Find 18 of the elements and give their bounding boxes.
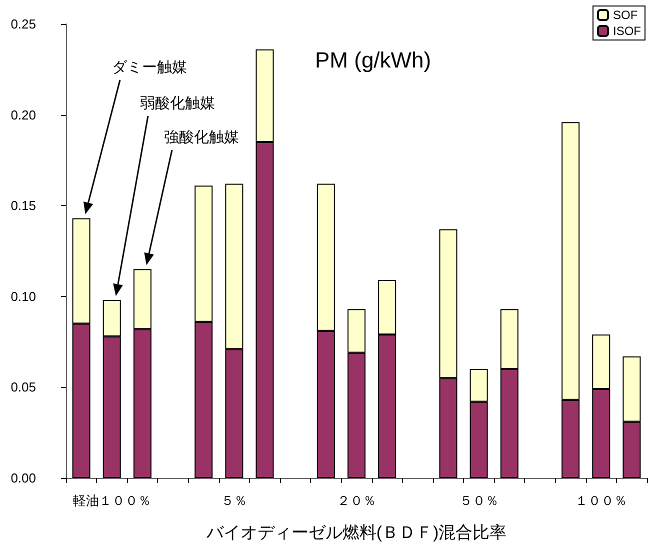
- x-tick-label: ５０％: [459, 493, 498, 508]
- x-tick-label: ５％: [221, 493, 248, 508]
- x-tick-label: ２０％: [337, 493, 376, 508]
- y-tick-label: 0.10: [10, 288, 36, 304]
- y-tick-label: 0.20: [10, 107, 36, 122]
- text: PM (g/kWh): [315, 48, 432, 72]
- annotation: 弱酸化触媒: [140, 95, 215, 112]
- x-tick-label: 軽油１００％: [72, 493, 151, 508]
- legend-label: SOF: [613, 8, 638, 22]
- y-tick-label: 0.05: [10, 380, 36, 395]
- annotation: 強酸化触媒: [164, 129, 239, 146]
- x-axis-title: バイオディーゼル燃料(ＢＤＦ)混合比率: [205, 523, 507, 542]
- y-tick-label: 0.00: [10, 470, 36, 486]
- y-tick-label: 0.25: [10, 16, 36, 32]
- legend-label: ISOF: [613, 24, 642, 38]
- y-tick-label: 0.15: [10, 198, 36, 214]
- annotation: ダミー触媒: [112, 59, 187, 76]
- x-tick-label: １００％: [575, 493, 628, 508]
